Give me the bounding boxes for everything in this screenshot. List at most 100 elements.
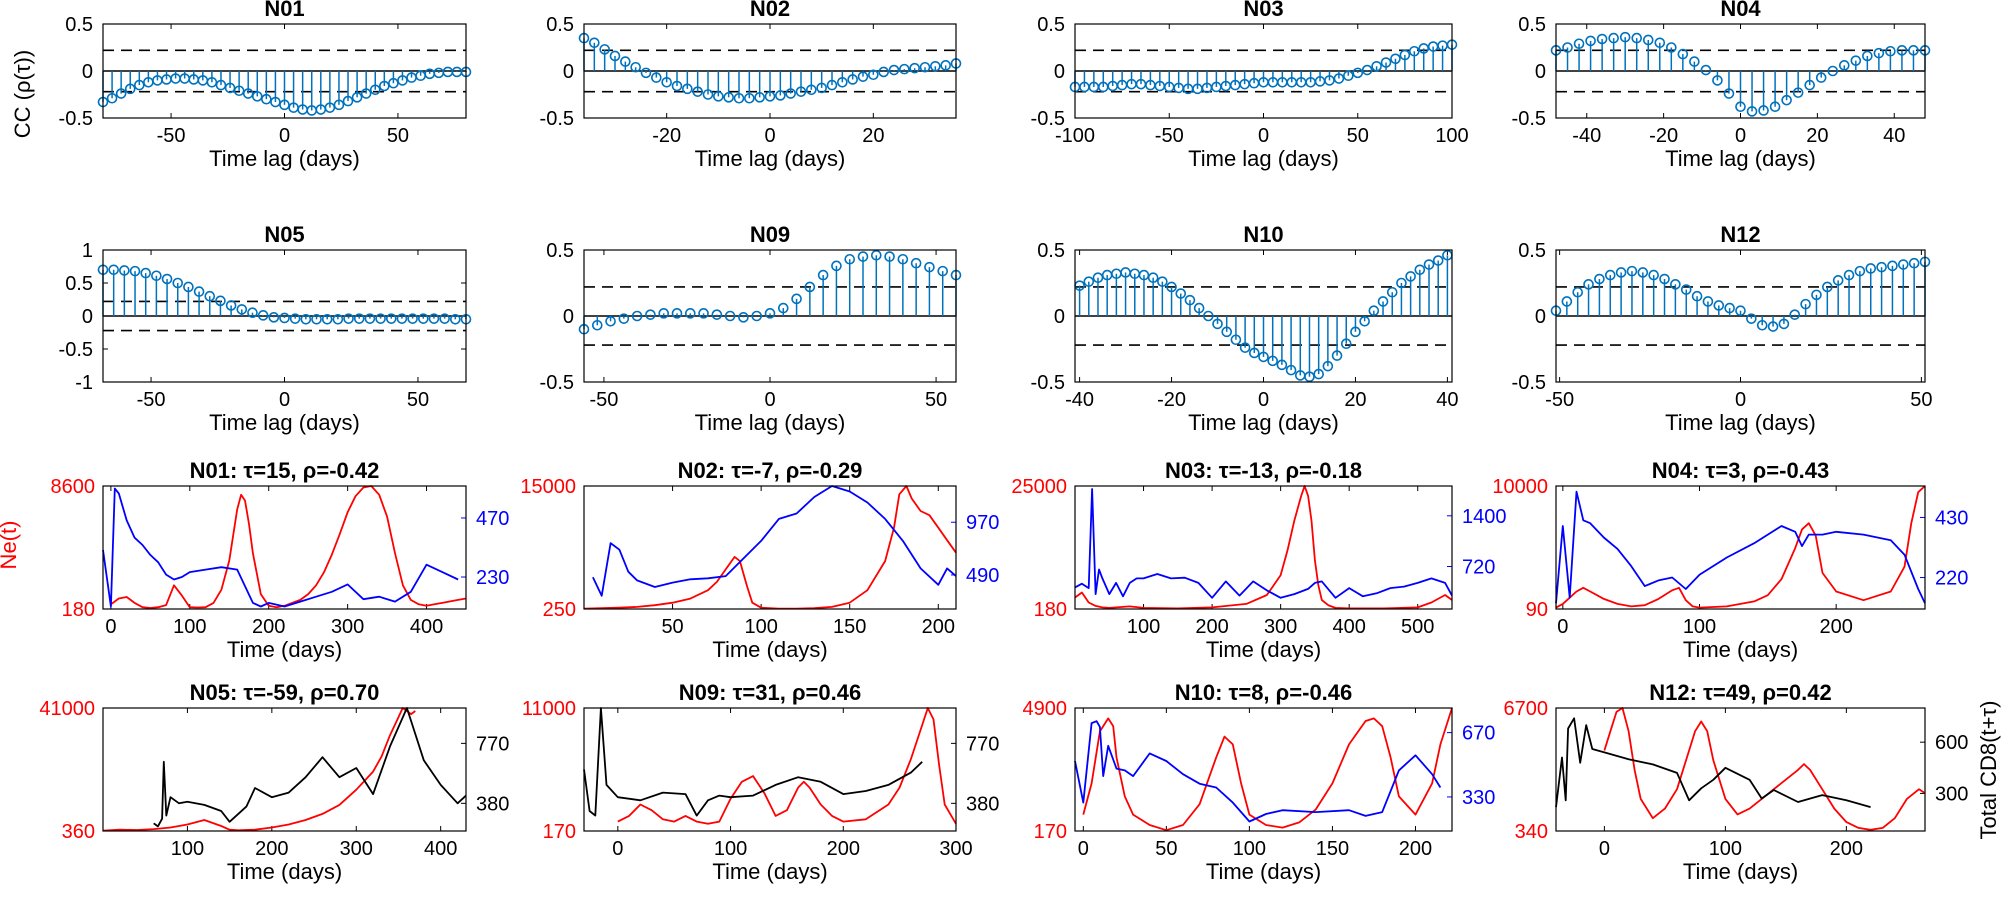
- stem-marker: [1873, 47, 1885, 59]
- stem-marker: [1642, 34, 1654, 46]
- axes-box: [1555, 485, 1926, 610]
- y-tick-label: 0.5: [546, 240, 574, 262]
- stem-marker: [279, 312, 290, 324]
- stem-marker: [589, 37, 600, 49]
- y-tick-label: 0: [563, 61, 574, 83]
- y-tick-label: 0: [82, 306, 93, 328]
- series-cd8: [102, 487, 459, 608]
- stem-marker: [428, 313, 440, 324]
- stem-marker: [1626, 265, 1638, 277]
- y-tick-label: 0: [1054, 306, 1065, 328]
- top-y-axis-label: CC (ρ(τ)): [10, 50, 35, 138]
- stem-marker: [1637, 267, 1649, 278]
- stem-marker: [744, 92, 755, 104]
- left-tick-label: 170: [1034, 821, 1067, 843]
- x-tick-label: 50: [407, 389, 429, 411]
- x-tick-label: -20: [1157, 389, 1186, 411]
- stem-marker: [1371, 61, 1382, 72]
- stem-marker: [698, 308, 709, 319]
- stem-marker: [1781, 94, 1792, 106]
- stem-marker: [640, 67, 652, 79]
- x-tick-label: 150: [1316, 838, 1349, 860]
- x-axis-label: Time (days): [1683, 637, 1798, 662]
- stem-marker: [396, 313, 408, 324]
- x-tick-label: 150: [833, 616, 866, 638]
- stem-marker: [333, 99, 345, 111]
- stem-marker: [151, 270, 162, 282]
- stem-marker: [1184, 294, 1196, 306]
- ne-y-axis-label: Ne(t): [0, 521, 21, 570]
- x-axis-label: Time (days): [227, 859, 342, 884]
- stem-marker: [817, 269, 829, 281]
- series-ne: [1603, 707, 1926, 831]
- stem-marker: [702, 89, 714, 100]
- stem-marker: [1322, 360, 1334, 372]
- x-tick-label: 300: [340, 838, 373, 860]
- stem-marker: [682, 83, 693, 95]
- axes-box: [1555, 707, 1926, 832]
- stem-marker: [754, 92, 765, 103]
- panel-title: N05: τ=-59, ρ=0.70: [190, 680, 380, 705]
- x-tick-label: 50: [1910, 389, 1932, 411]
- stem-marker: [332, 313, 344, 325]
- panel-title: N03: [1243, 0, 1283, 21]
- series-ne: [102, 707, 416, 832]
- stem-marker: [360, 88, 372, 99]
- panel-N03-ts: N03: τ=-13, ρ=-0.18 Time (days) 100 200 300 4…: [1011, 458, 1506, 662]
- x-tick-label: 50: [1347, 125, 1369, 147]
- x-tick-label: 20: [862, 125, 884, 147]
- stem-marker: [375, 313, 386, 324]
- stem-marker: [804, 281, 816, 293]
- right-tick-label: 220: [1935, 568, 1968, 590]
- stem-marker: [1594, 273, 1605, 285]
- stem-marker: [1193, 302, 1205, 314]
- panel-N04-ts: N04: τ=3, ρ=-0.43 Time (days) 0 100 200 10000…: [1492, 458, 1968, 662]
- x-tick-label: 200: [252, 616, 285, 638]
- x-axis-label: Time (days): [712, 859, 827, 884]
- stem-marker: [1822, 281, 1833, 293]
- left-tick-label: 170: [543, 821, 576, 843]
- stem-marker: [247, 307, 258, 319]
- x-axis-label: Time lag (days): [695, 410, 846, 435]
- x-tick-label: 40: [1883, 125, 1905, 147]
- stem-marker: [713, 91, 724, 102]
- x-tick-label: 300: [331, 616, 364, 638]
- stem-marker: [692, 86, 703, 97]
- stem-marker: [124, 83, 136, 95]
- x-tick-label: 100: [173, 616, 206, 638]
- stem-marker: [1258, 351, 1269, 363]
- stem-marker: [857, 251, 869, 262]
- series-ne: [617, 707, 957, 825]
- stem-marker: [1691, 290, 1703, 302]
- right-tick-label: 970: [966, 512, 999, 534]
- x-tick-label: 50: [387, 125, 409, 147]
- x-axis-label: Time (days): [712, 637, 827, 662]
- x-tick-label: 200: [255, 838, 288, 860]
- stem-marker: [1843, 269, 1855, 281]
- left-tick-label: 90: [1526, 599, 1548, 621]
- panel-title: N01: [264, 0, 304, 21]
- left-tick-label: 41000: [39, 698, 95, 720]
- panel-title: N02: [750, 0, 790, 21]
- stem-marker: [1276, 359, 1288, 371]
- stem-marker: [1896, 45, 1908, 56]
- stem-marker: [1409, 45, 1420, 57]
- stem-marker: [106, 92, 118, 104]
- x-tick-label: 200: [1195, 616, 1228, 638]
- cd8-y-axis-label: Total CD8(t+τ): [1976, 701, 2001, 840]
- stem-marker: [439, 313, 450, 324]
- x-tick-label: 40: [1436, 389, 1458, 411]
- left-tick-label: 15000: [520, 476, 576, 498]
- left-tick-label: 4900: [1023, 698, 1068, 720]
- panel-N10: N10 Time lag (days) -40 -20 0 20 40 0.5 0 -0.5: [1031, 222, 1459, 435]
- stem-marker: [878, 66, 889, 78]
- stem-marker: [115, 88, 127, 99]
- stem-marker: [270, 96, 281, 108]
- stem-marker: [300, 313, 312, 325]
- panel-N01: N01 Time lag (days) -50 0 50 0.5 0 -0.5: [59, 0, 472, 171]
- x-tick-label: 500: [1401, 616, 1434, 638]
- stem-marker: [751, 310, 763, 322]
- x-axis-label: Time (days): [1683, 859, 1798, 884]
- stem-marker: [1804, 79, 1815, 91]
- x-tick-label: -20: [1649, 125, 1678, 147]
